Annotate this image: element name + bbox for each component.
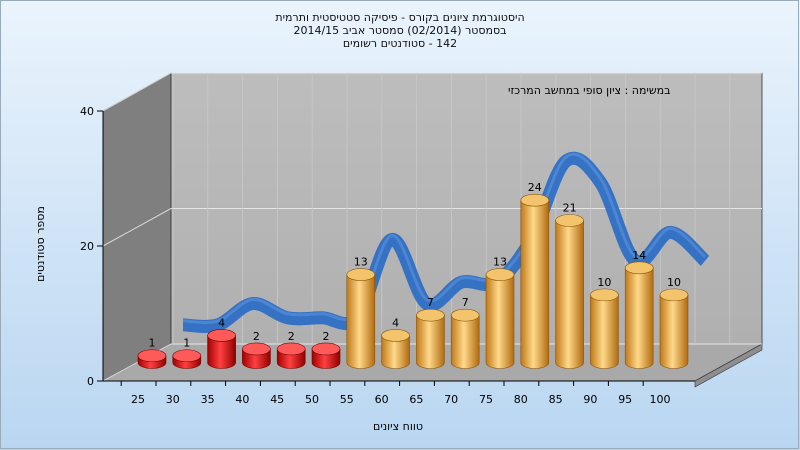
bar-top bbox=[520, 193, 550, 207]
x-tick-label: 65 bbox=[409, 393, 423, 406]
bar bbox=[520, 193, 550, 369]
x-tick-label: 75 bbox=[479, 393, 493, 406]
bar-top bbox=[172, 349, 202, 363]
bar-body bbox=[659, 294, 689, 369]
title-line-1: היסטוגרמת ציונים בקורס - פיסיקה סטטיסטית… bbox=[275, 11, 525, 24]
bar bbox=[555, 214, 584, 369]
bar bbox=[207, 329, 236, 369]
bar bbox=[485, 268, 515, 369]
bar-value-label: 13 bbox=[354, 256, 368, 269]
title-line-3: 142 - סטודנטים רשומים bbox=[342, 37, 458, 50]
title-line-2: בסמסטר (02/2014) סמסטר אביב 2014/15 bbox=[293, 24, 507, 37]
bar-top bbox=[346, 268, 376, 281]
bar-top bbox=[485, 268, 515, 281]
bar-body bbox=[416, 314, 445, 369]
bar-top bbox=[624, 261, 654, 275]
bar-value-label: 1 bbox=[183, 337, 190, 350]
distribution-curve bbox=[182, 151, 710, 333]
x-tick-label: 70 bbox=[444, 393, 458, 406]
x-tick-label: 95 bbox=[618, 393, 632, 406]
bar-body bbox=[520, 199, 550, 369]
x-tick-label: 25 bbox=[131, 393, 145, 406]
bar-body bbox=[555, 220, 584, 369]
bar-body bbox=[485, 274, 515, 369]
x-tick-label: 50 bbox=[305, 393, 319, 406]
bar-top bbox=[381, 329, 410, 342]
bar-body bbox=[624, 267, 654, 369]
x-tick-label: 80 bbox=[514, 393, 528, 406]
bar-top bbox=[276, 342, 306, 356]
bar-top bbox=[207, 329, 236, 342]
bar-value-label: 2 bbox=[323, 330, 330, 343]
bar-top bbox=[555, 214, 584, 227]
bar-body bbox=[381, 335, 410, 369]
bar bbox=[137, 349, 167, 369]
bar bbox=[276, 342, 306, 369]
x-tick-label: 30 bbox=[166, 393, 180, 406]
bar bbox=[381, 329, 410, 369]
bar-body bbox=[450, 314, 480, 369]
bar-body bbox=[346, 274, 376, 369]
bar-value-label: 21 bbox=[563, 201, 577, 214]
bar bbox=[416, 308, 445, 369]
bar bbox=[346, 268, 376, 369]
bar-top bbox=[242, 342, 271, 356]
bar bbox=[311, 342, 341, 369]
bar-body bbox=[207, 335, 236, 369]
bar-value-label: 10 bbox=[667, 276, 681, 289]
x-tick-label: 35 bbox=[201, 393, 215, 406]
bar bbox=[624, 261, 654, 369]
bar-value-label: 7 bbox=[427, 296, 434, 309]
bar bbox=[172, 349, 202, 369]
bar-value-label: 2 bbox=[288, 330, 295, 343]
y-tick-label: 20 bbox=[80, 240, 94, 253]
bar-top bbox=[659, 288, 689, 302]
bar-value-label: 24 bbox=[528, 181, 542, 194]
bar-value-label: 1 bbox=[149, 337, 156, 350]
y-axis-label: מספר סטודנטים bbox=[34, 206, 47, 282]
x-tick-label: 45 bbox=[270, 393, 284, 406]
bar bbox=[590, 288, 619, 369]
bar-body bbox=[590, 294, 619, 369]
bar-value-label: 14 bbox=[632, 249, 646, 262]
x-tick-label: 55 bbox=[340, 393, 354, 406]
bar-value-label: 7 bbox=[462, 296, 469, 309]
gridline-side bbox=[102, 208, 172, 247]
bar bbox=[659, 288, 689, 369]
bar-value-label: 4 bbox=[218, 316, 225, 329]
x-tick-label: 40 bbox=[235, 393, 249, 406]
x-axis-label: טווח ציונים bbox=[373, 420, 423, 433]
x-tick-label: 90 bbox=[583, 393, 597, 406]
gridline-side bbox=[102, 343, 172, 382]
bar-value-label: 13 bbox=[493, 256, 507, 269]
bar-top bbox=[590, 288, 619, 302]
bar bbox=[450, 308, 480, 369]
floor-edge bbox=[694, 343, 763, 388]
bar bbox=[242, 342, 271, 369]
y-tick-label: 40 bbox=[80, 105, 94, 118]
x-tick-label: 85 bbox=[549, 393, 563, 406]
bar-top bbox=[311, 342, 341, 356]
bar-top bbox=[137, 349, 167, 363]
bar-top bbox=[416, 308, 445, 322]
bar-value-label: 4 bbox=[392, 316, 399, 329]
bar-value-label: 2 bbox=[253, 330, 260, 343]
chart-title: היסטוגרמת ציונים בקורס - פיסיקה סטטיסטית… bbox=[0, 11, 800, 50]
bar-top bbox=[450, 308, 480, 322]
curve-highlight bbox=[182, 152, 707, 324]
axes-layer: 0 20 40 25 30 35 40 45 50 55 60 65 70 75 80 85 90 95 100 bbox=[80, 105, 695, 406]
x-tick-label: 100 bbox=[650, 393, 671, 406]
bar-value-label: 10 bbox=[597, 276, 611, 289]
gridline-side bbox=[102, 72, 172, 112]
chart-annotation: במשימה : ציון סופי במחשב המרכזי bbox=[508, 84, 671, 97]
x-tick-label: 60 bbox=[375, 393, 389, 406]
y-tick-label: 0 bbox=[87, 375, 94, 388]
